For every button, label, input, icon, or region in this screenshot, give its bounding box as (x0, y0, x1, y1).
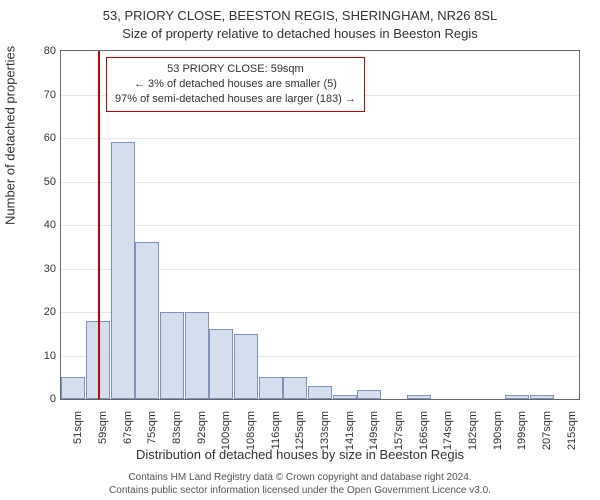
x-tick-label: 59sqm (97, 409, 109, 444)
callout-line: 53 PRIORY CLOSE: 59sqm (115, 62, 356, 77)
x-axis-label: Distribution of detached houses by size … (0, 447, 600, 462)
x-tick-label: 166sqm (418, 409, 430, 450)
y-tick-label: 20 (31, 306, 56, 318)
x-tick-label: 75sqm (146, 409, 158, 444)
plot-area: 0102030405060708051sqm59sqm67sqm75sqm83s… (60, 50, 580, 400)
chart-title-address: 53, PRIORY CLOSE, BEESTON REGIS, SHERING… (0, 8, 600, 23)
histogram-bar (111, 142, 135, 399)
x-tick-label: 133sqm (319, 409, 331, 450)
x-tick-label: 83sqm (171, 409, 183, 444)
histogram-bar (209, 329, 233, 399)
histogram-bar (308, 386, 332, 399)
x-tick-label: 215sqm (566, 409, 578, 450)
x-tick-label: 92sqm (196, 409, 208, 444)
y-tick-label: 0 (31, 393, 56, 405)
x-tick-label: 67sqm (122, 409, 134, 444)
attribution-line-1: Contains HM Land Registry data © Crown c… (0, 471, 600, 484)
callout-line: 97% of semi-detached houses are larger (… (115, 92, 356, 107)
histogram-bar (530, 395, 554, 399)
y-tick-label: 80 (31, 45, 56, 57)
grid-line (61, 225, 579, 226)
chart-subtitle: Size of property relative to detached ho… (0, 26, 600, 41)
x-tick-label: 157sqm (393, 409, 405, 450)
x-tick-label: 199sqm (516, 409, 528, 450)
x-tick-label: 108sqm (245, 409, 257, 450)
y-tick-label: 10 (31, 350, 56, 362)
histogram-bar (160, 312, 184, 399)
histogram-bar (234, 334, 258, 399)
y-tick-label: 60 (31, 132, 56, 144)
histogram-bar (259, 377, 283, 399)
x-tick-label: 149sqm (368, 409, 380, 450)
y-tick-label: 40 (31, 219, 56, 231)
property-marker-line (98, 51, 100, 399)
x-tick-label: 174sqm (442, 409, 454, 450)
property-size-chart: 53, PRIORY CLOSE, BEESTON REGIS, SHERING… (0, 0, 600, 500)
histogram-bar (283, 377, 307, 399)
attribution: Contains HM Land Registry data © Crown c… (0, 471, 600, 497)
histogram-bar (505, 395, 529, 399)
histogram-bar (135, 242, 159, 399)
histogram-bar (61, 377, 85, 399)
y-tick-label: 70 (31, 89, 56, 101)
y-tick-label: 50 (31, 176, 56, 188)
x-tick-label: 207sqm (541, 409, 553, 450)
x-tick-label: 141sqm (344, 409, 356, 450)
x-tick-label: 182sqm (467, 409, 479, 450)
y-tick-label: 30 (31, 263, 56, 275)
x-tick-label: 125sqm (294, 409, 306, 450)
x-tick-label: 100sqm (220, 409, 232, 450)
x-tick-label: 51sqm (72, 409, 84, 444)
grid-line (61, 138, 579, 139)
y-axis-label: Number of detached properties (3, 46, 18, 225)
x-tick-label: 116sqm (270, 409, 282, 449)
histogram-bar (407, 395, 431, 399)
histogram-bar (333, 395, 357, 399)
x-tick-label: 190sqm (492, 409, 504, 450)
callout-box: 53 PRIORY CLOSE: 59sqm← 3% of detached h… (106, 57, 365, 112)
histogram-bar (357, 390, 381, 399)
callout-line: ← 3% of detached houses are smaller (5) (115, 77, 356, 92)
histogram-bar (185, 312, 209, 399)
grid-line (61, 182, 579, 183)
attribution-line-2: Contains public sector information licen… (0, 484, 600, 497)
